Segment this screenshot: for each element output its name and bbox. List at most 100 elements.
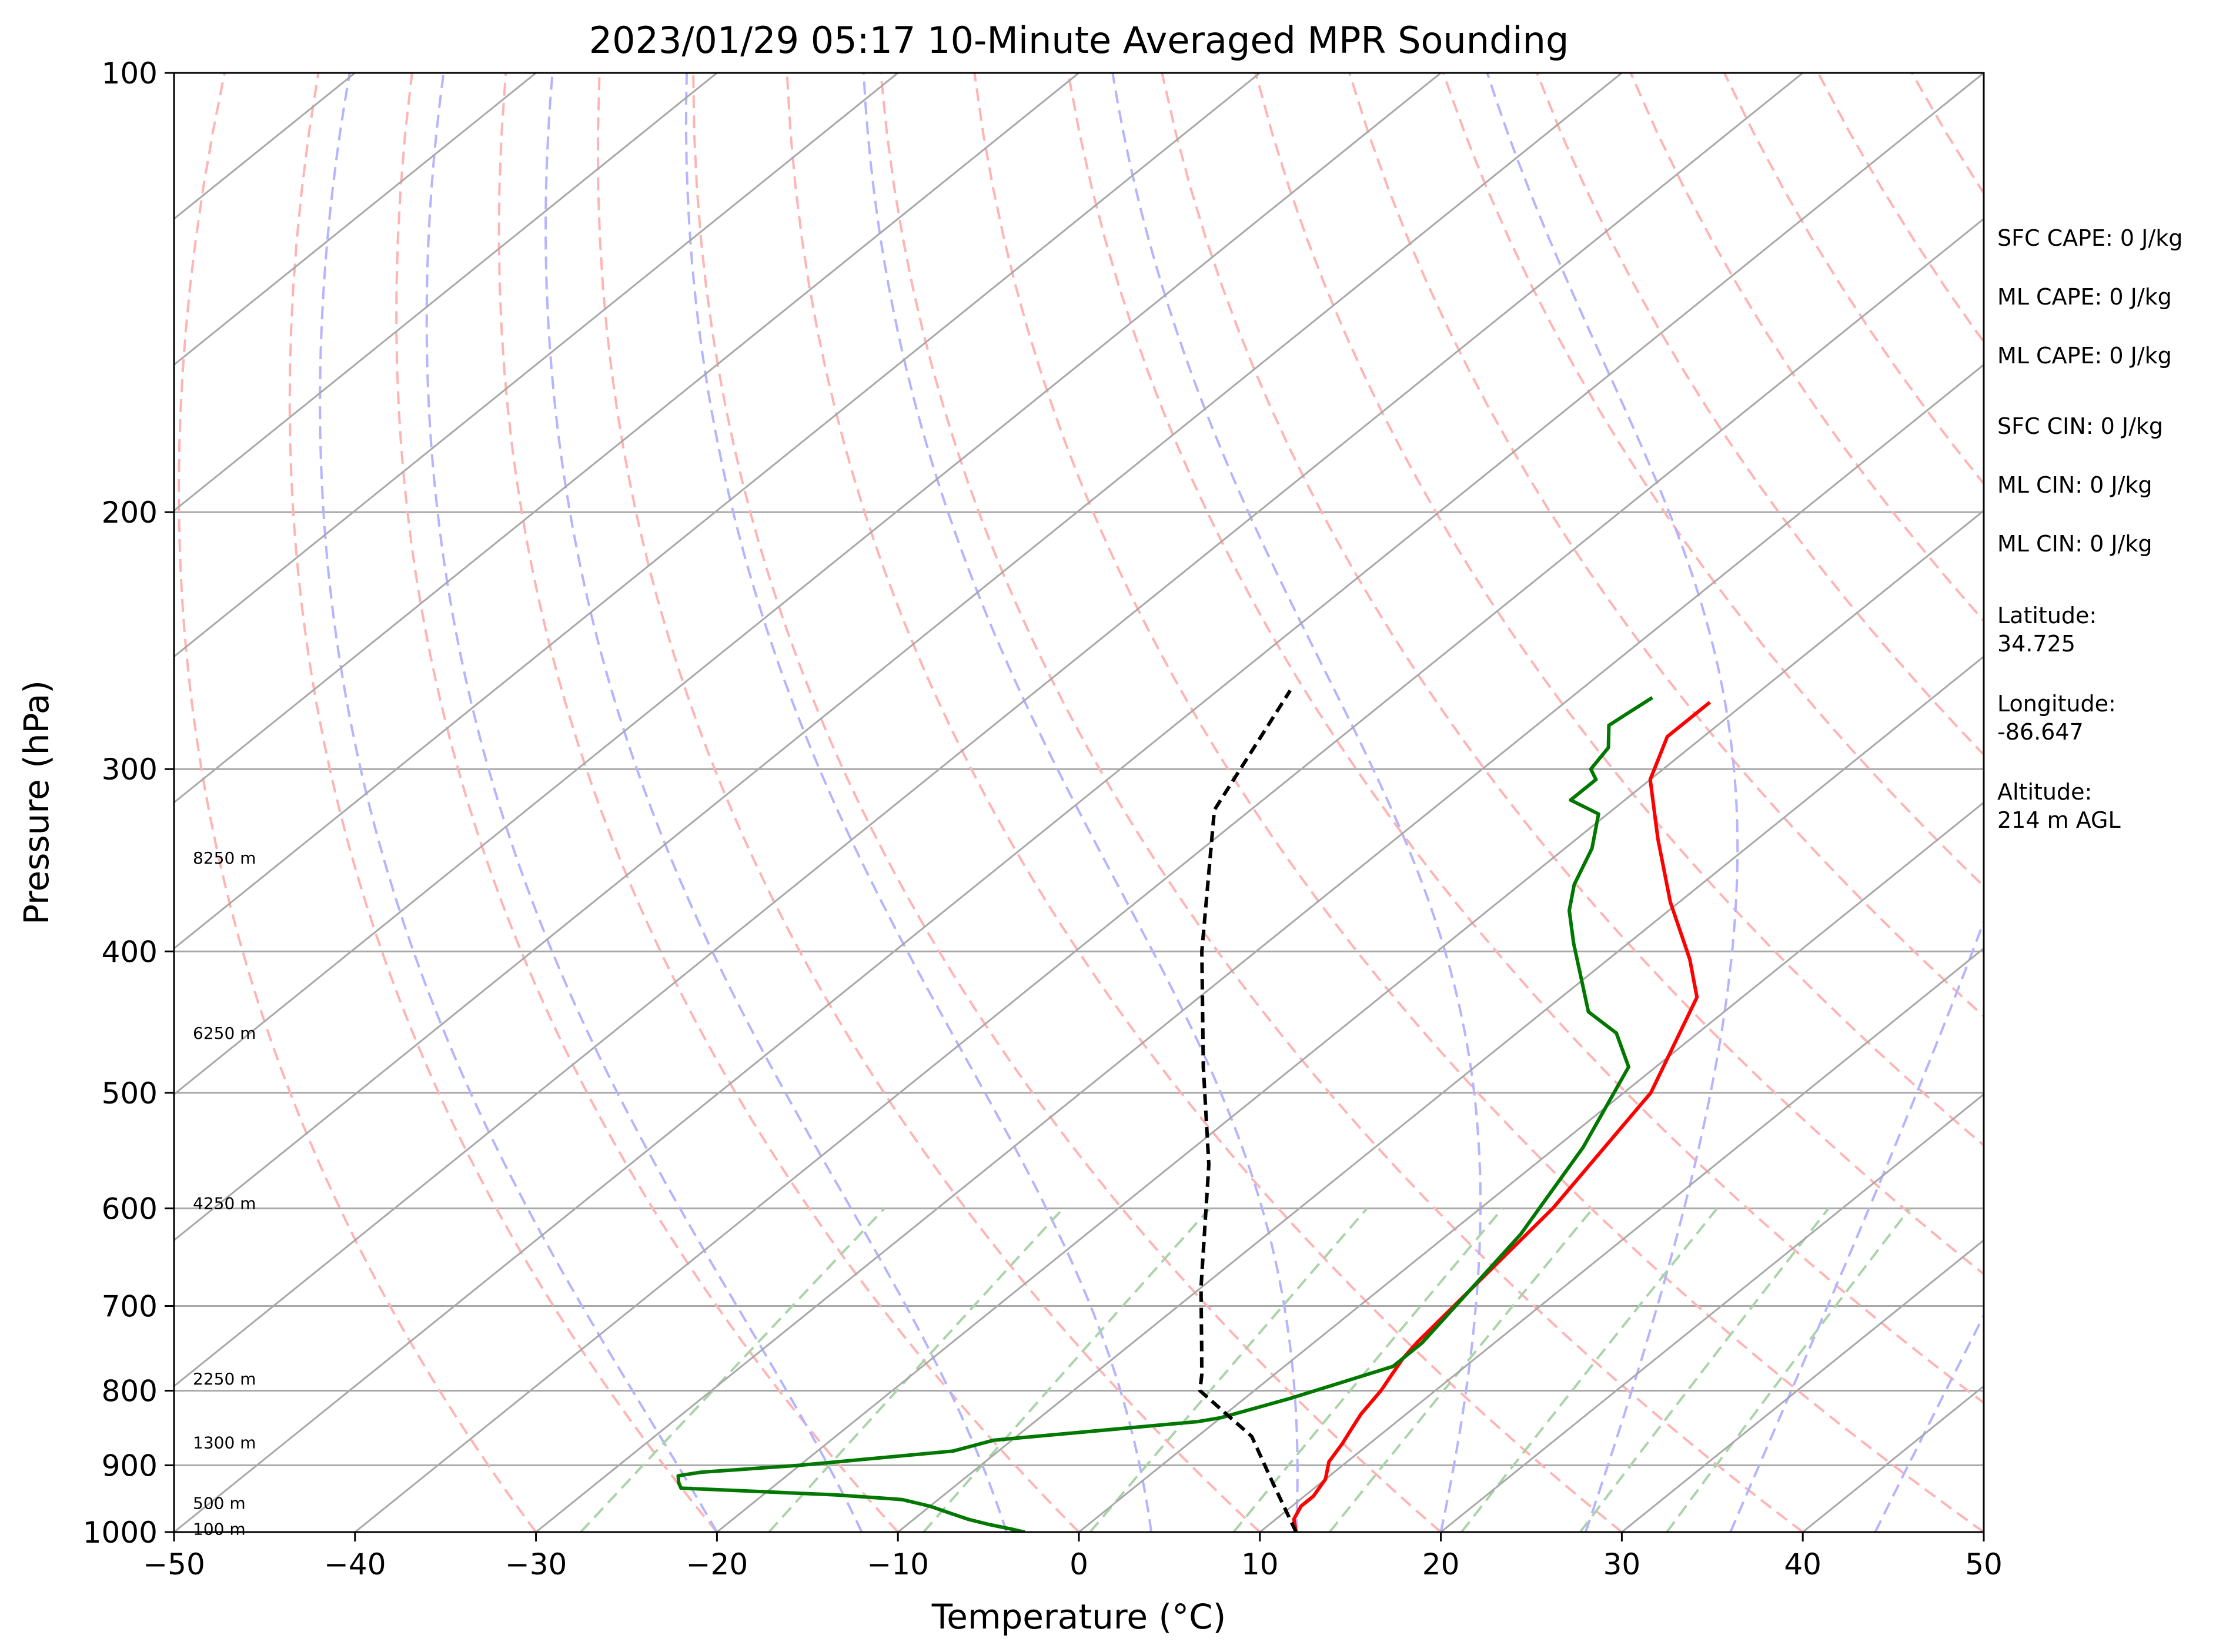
isotherm-line [174,73,1984,1532]
isotherm-line [174,73,1623,1242]
x-axis-ticks: −50 −40 −30 −20 −10 0 10 20 30 40 50 [143,1532,2003,1581]
mixing-ratio-line [1666,1208,1911,1532]
dry-adiabat-line [1161,73,1984,1276]
isotherm-line [174,73,1442,1096]
y-tick-label: 200 [102,496,158,530]
x-tick-label: 10 [1241,1547,1279,1581]
isotherm-line [174,73,718,512]
moist-adiabat-line [1729,918,1984,1532]
x-tick-label: 40 [1784,1547,1821,1581]
isotherms [174,73,1984,1532]
y-tick-label: 100 [102,56,158,91]
dry-adiabat-line [880,73,1804,1532]
isotherm-line [1259,947,1984,1532]
altitude-label: Altitude: [1997,779,2092,805]
y-tick-label: 400 [102,935,158,969]
height-label: 4250 m [193,1193,256,1213]
mixing-ratio-line [923,1208,1211,1532]
isotherm-line [354,218,1984,1532]
dry-adiabat-line [1067,73,1984,1404]
x-tick-label: 30 [1603,1547,1641,1581]
dry-adiabat-line [596,73,1261,1532]
height-label: 6250 m [193,1024,256,1043]
dry-adiabat-line [1348,73,1984,1018]
x-tick-label: 50 [1965,1547,2003,1581]
profile-lines [676,689,1711,1532]
isotherm-line [174,73,537,366]
latitude-value: 34.725 [1997,631,2075,657]
sfc-cin-value: SFC CIN: 0 J/kg [1997,413,2163,439]
dry-adiabat-line [395,73,899,1532]
mixing-ratio-line [1089,1208,1368,1532]
ml-cape-value: ML CAPE: 0 J/kg [1997,284,2172,310]
mixing-ratio-line [1232,1208,1504,1532]
height-label: 500 m [193,1493,246,1513]
moist-adiabat-line [425,73,863,1532]
height-labels: 8250 m 6250 m 4250 m 2250 m 1300 m 500 m 100 m [193,848,256,1539]
moist-adiabat-line [1111,73,1482,1532]
isotherm-line [174,73,1079,804]
y-tick-label: 300 [102,753,158,787]
dry-adiabat-line [497,73,1080,1532]
y-tick-label: 900 [102,1449,158,1483]
latitude-label: Latitude: [1997,603,2097,628]
x-tick-label: −20 [686,1547,748,1581]
ml-cin-value: ML CIN: 0 J/kg [1997,472,2152,498]
isotherm-line [174,73,1261,950]
isotherm-line [1621,1239,1984,1532]
x-tick-label: 20 [1422,1547,1460,1581]
x-tick-label: −50 [143,1547,205,1581]
height-label: 2250 m [193,1369,256,1389]
mixing-ratio-lines [580,1208,1911,1532]
height-label: 100 m [193,1520,246,1539]
isotherm-line [716,509,1984,1532]
background-lines [174,73,2226,1532]
dry-adiabat-line [288,73,718,1532]
y-axis-ticks: 100 200 300 400 500 600 700 800 900 1000 [83,56,174,1550]
height-label: 1300 m [193,1433,256,1452]
temperature-profile-line [1292,701,1711,1532]
y-tick-label: 700 [102,1290,158,1324]
dry-adiabat-line [1254,73,1984,1147]
dry-adiabat-line [973,73,1984,1532]
moist-adiabat-line [862,73,1299,1532]
chart-title: 2023/01/29 05:17 10-Minute Averaged MPR … [589,19,1569,62]
pressure-gridlines [174,73,1984,1532]
y-axis-label: Pressure (hPa) [16,680,56,925]
mixing-ratio-line [1579,1208,1830,1532]
isotherm-line [897,655,1984,1532]
mixing-ratio-line [580,1208,885,1532]
isotherm-line [1078,801,1984,1532]
dry-adiabat-line [2193,73,2226,1532]
ml-cin-value-second: ML CIN: 0 J/kg [1997,531,2152,557]
sfc-cape-value: SFC CAPE: 0 J/kg [1997,225,2182,251]
y-tick-label: 500 [102,1076,158,1111]
mixing-ratio-line [1328,1208,1594,1532]
ml-cape-value-second: ML CAPE: 0 J/kg [1997,343,2172,369]
y-tick-label: 1000 [83,1516,158,1550]
x-tick-label: −10 [867,1547,929,1581]
dry-adiabat-line [178,73,537,1532]
moist-adiabats [319,73,1984,1532]
moist-adiabat-line [1486,73,1739,1532]
moist-adiabat-line [685,73,1153,1532]
dry-adiabat-line [1442,73,1984,888]
parcel-profile-line [1198,689,1298,1532]
dry-adiabat-line [786,73,1623,1532]
mixing-ratio-line [768,1208,1064,1532]
x-axis-label: Temperature (°C) [931,1597,1226,1637]
isotherm-line [1440,1093,1984,1532]
isotherm-line [174,73,899,658]
y-tick-label: 600 [102,1192,158,1226]
sounding-summary-panel: SFC CAPE: 0 J/kg ML CAPE: 0 J/kg ML CAPE… [1997,225,2182,833]
x-tick-label: −40 [324,1547,386,1581]
dry-adiabat-line [692,73,1442,1532]
height-label: 8250 m [193,848,256,868]
moist-adiabat-line [544,73,1008,1532]
x-tick-label: 0 [1069,1547,1088,1581]
x-tick-label: −30 [505,1547,567,1581]
dewpoint-profile-line [676,696,1653,1532]
isotherm-line [535,363,1984,1532]
altitude-value: 214 m AGL [1997,807,2121,833]
